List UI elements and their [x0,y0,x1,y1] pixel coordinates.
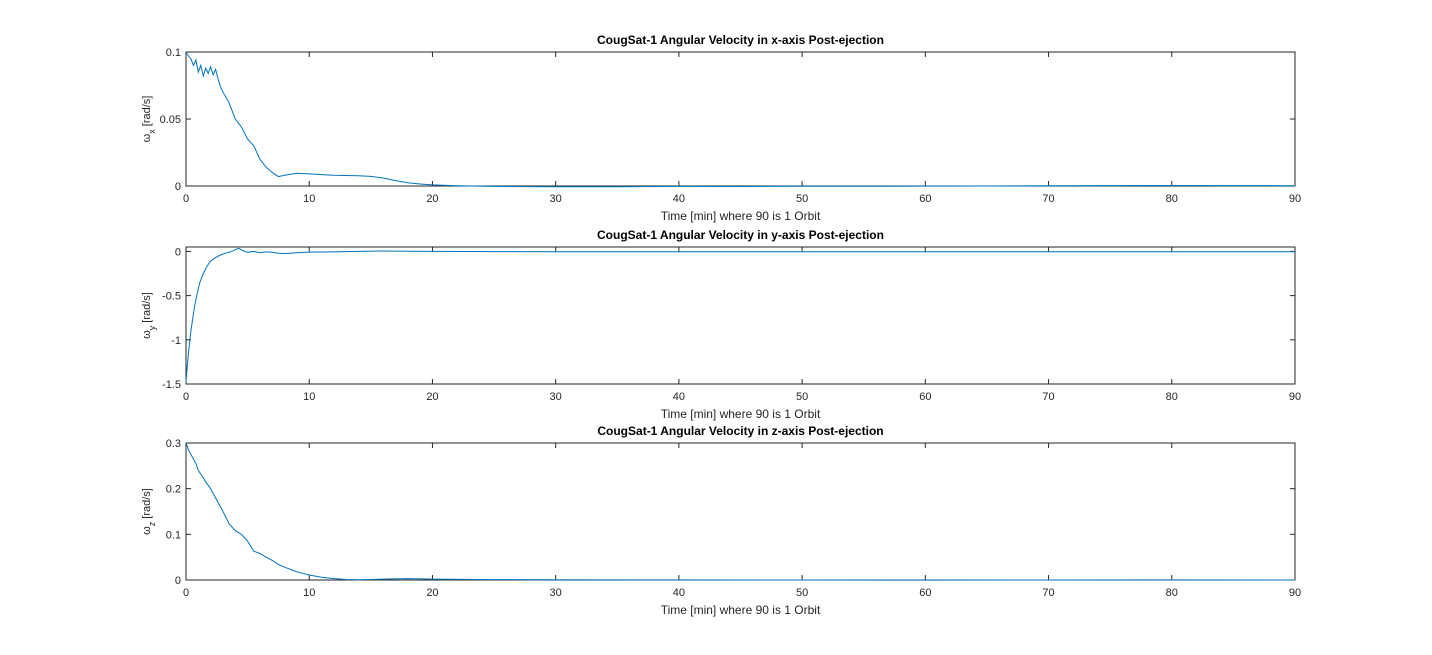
x-tick-label-y: 20 [426,391,438,403]
subplot-z: CougSat-1 Angular Velocity in z-axis Pos… [141,424,1301,617]
subplot-y: CougSat-1 Angular Velocity in y-axis Pos… [141,228,1301,421]
y-axis-unit-x: [rad/s] [141,96,153,130]
x-tick-label-x: 60 [919,193,931,205]
y-axis-label-y: ωy [rad/s] [141,292,157,339]
y-axis-subscript-z: z [147,521,157,526]
x-tick-label-z: 10 [303,587,315,599]
x-axis-label-z: Time [min] where 90 is 1 Orbit [661,603,821,617]
x-tick-label-y: 80 [1166,391,1178,403]
x-tick-label-z: 70 [1042,587,1054,599]
y-tick-label-x: 0.05 [160,114,181,126]
y-axis-symbol-x: ω [141,133,153,142]
x-tick-label-z: 30 [550,587,562,599]
axes-box-y [185,246,1296,385]
x-tick-label-y: 90 [1289,391,1301,403]
x-tick-label-y: 30 [550,391,562,403]
y-tick-label-x: 0.1 [166,47,181,59]
x-tick-label-x: 20 [426,193,438,205]
x-tick-label-z: 20 [426,587,438,599]
y-axis-label-x: ωx [rad/s] [141,96,157,143]
chart-title-x: CougSat-1 Angular Velocity in x-axis Pos… [597,33,884,47]
chart-title-y: CougSat-1 Angular Velocity in y-axis Pos… [597,228,884,242]
x-tick-label-x: 80 [1166,193,1178,205]
y-tick-label-z: 0.1 [166,529,181,541]
y-tick-label-y: -0.5 [162,291,181,303]
x-axis-label-x: Time [min] where 90 is 1 Orbit [661,209,821,223]
y-tick-label-y: -1.5 [162,379,181,391]
x-tick-label-y: 70 [1042,391,1054,403]
y-axis-unit-y: [rad/s] [141,292,153,326]
x-tick-label-y: 60 [919,391,931,403]
subplot-x: CougSat-1 Angular Velocity in x-axis Pos… [141,33,1301,223]
x-tick-label-x: 50 [796,193,808,205]
y-axis-unit-z: [rad/s] [141,488,153,522]
y-axis-subscript-y: y [147,325,157,330]
y-axis-label-z: ωz [rad/s] [141,488,157,535]
y-tick-label-y: 0 [175,246,181,258]
y-tick-label-z: 0.3 [166,438,181,450]
x-tick-label-x: 0 [183,193,189,205]
series-line-z [185,442,1296,581]
series-line-y [185,247,1295,383]
x-tick-label-z: 0 [183,587,189,599]
x-tick-label-y: 10 [303,391,315,403]
x-axis-label-y: Time [min] where 90 is 1 Orbit [661,407,821,421]
x-tick-label-x: 70 [1042,193,1054,205]
y-axis-symbol-y: ω [141,330,153,339]
y-axis-subscript-x: x [147,129,157,134]
chart-title-z: CougSat-1 Angular Velocity in z-axis Pos… [597,424,883,438]
x-tick-label-z: 80 [1166,587,1178,599]
x-tick-label-z: 50 [796,587,808,599]
axes-box-x [185,51,1296,187]
series-line-x [185,51,1296,188]
y-tick-label-x: 0 [175,181,181,193]
x-tick-label-z: 60 [919,587,931,599]
y-tick-label-y: -1 [171,335,181,347]
x-tick-label-z: 90 [1289,587,1301,599]
x-tick-label-y: 0 [183,391,189,403]
x-tick-label-x: 90 [1289,193,1301,205]
x-tick-label-x: 40 [673,193,685,205]
y-tick-label-z: 0.2 [166,484,181,496]
x-tick-label-y: 50 [796,391,808,403]
x-tick-label-x: 10 [303,193,315,205]
y-axis-symbol-z: ω [141,526,153,535]
x-tick-label-y: 40 [673,391,685,403]
x-tick-label-z: 40 [673,587,685,599]
y-tick-label-z: 0 [175,575,181,587]
x-tick-label-x: 30 [550,193,562,205]
axes-box-z [185,442,1296,581]
